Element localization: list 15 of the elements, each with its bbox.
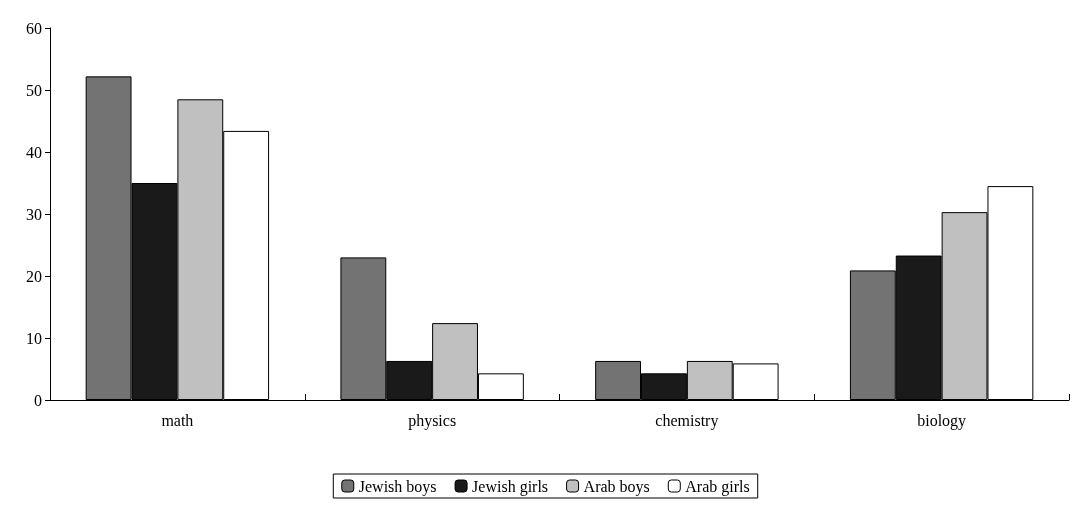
legend-label: Jewish girls [472,477,549,496]
x-tick-label: biology [917,411,967,430]
y-tick-label: 50 [26,81,42,99]
y-tick-label: 40 [26,143,42,161]
y-tick-label: 0 [34,391,42,409]
y-tick-label: 10 [26,329,42,347]
legend-label: Jewish boys [358,477,437,496]
y-tick-label: 30 [26,205,42,223]
y-tick-label: 20 [26,267,42,285]
x-tick-label: math [161,411,194,429]
y-tick-label: 60 [26,19,42,37]
legend-label: Arab boys [583,477,650,496]
legend-label: Arab girls [685,477,750,496]
x-tick-label: physics [408,411,457,430]
x-tick-label: chemistry [655,411,719,430]
